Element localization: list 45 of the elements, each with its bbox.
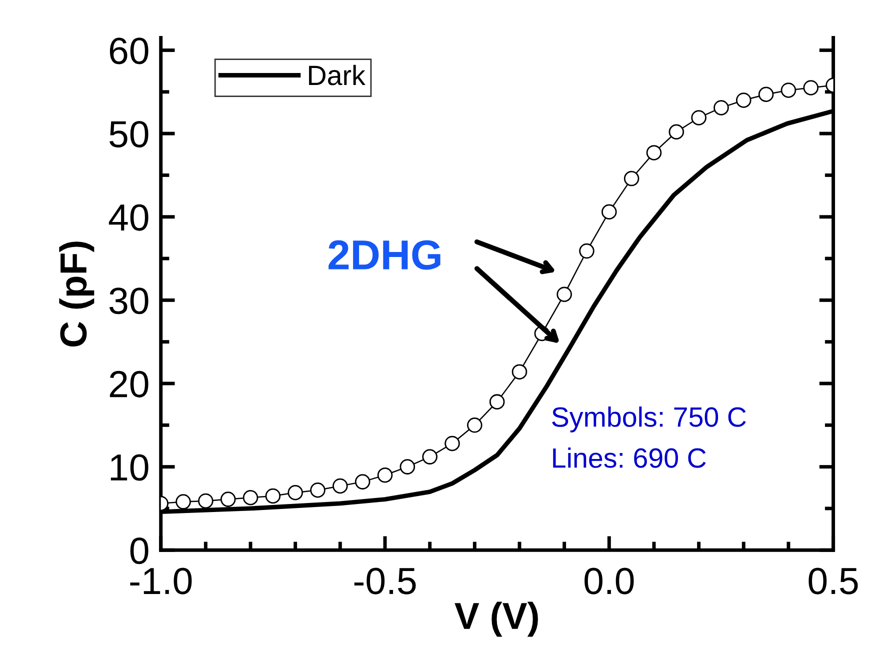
y-tick-label: 40 — [108, 204, 148, 231]
point — [242, 490, 258, 506]
y-tick-label: 10 — [110, 454, 148, 481]
point — [646, 145, 662, 160]
x-tick-label: 0.0 — [584, 568, 634, 594]
point — [422, 449, 438, 464]
annotation: Lines: 690 C — [553, 448, 706, 468]
point — [176, 494, 191, 510]
point — [736, 92, 752, 108]
point — [400, 459, 416, 474]
point — [288, 484, 303, 500]
point — [602, 204, 617, 220]
point — [354, 474, 370, 490]
point — [377, 468, 393, 483]
y-tick-label: 20 — [110, 370, 148, 398]
x-tick-label: 0.5 — [808, 568, 858, 594]
y-axis-title: C (pF) — [59, 242, 94, 347]
point — [444, 436, 460, 452]
point — [310, 482, 326, 498]
point — [714, 100, 729, 116]
point — [556, 286, 572, 302]
point — [332, 478, 348, 494]
point — [758, 86, 774, 102]
point — [803, 80, 819, 96]
x-tick-label: -0.5 — [354, 568, 416, 594]
x-axis-title: V (V) — [454, 602, 538, 637]
point — [220, 492, 236, 507]
point — [512, 364, 528, 380]
point — [198, 493, 214, 509]
point — [467, 418, 482, 433]
point — [579, 243, 594, 259]
point — [265, 488, 281, 504]
point — [489, 394, 505, 410]
point — [691, 110, 706, 126]
annotation: Symbols: 750 C — [552, 406, 746, 432]
point — [780, 82, 796, 98]
y-tick-label: 60 — [110, 38, 148, 64]
y-tick-label: 30 — [109, 288, 148, 314]
y-tick-label: 0 — [130, 538, 148, 564]
point — [668, 124, 684, 140]
point — [624, 170, 640, 186]
x-tick-label: -1.0 — [130, 568, 192, 594]
y-tick-label: 50 — [110, 120, 148, 148]
legend-label: Dark — [309, 64, 366, 86]
annotation: 2DHG — [328, 240, 440, 270]
